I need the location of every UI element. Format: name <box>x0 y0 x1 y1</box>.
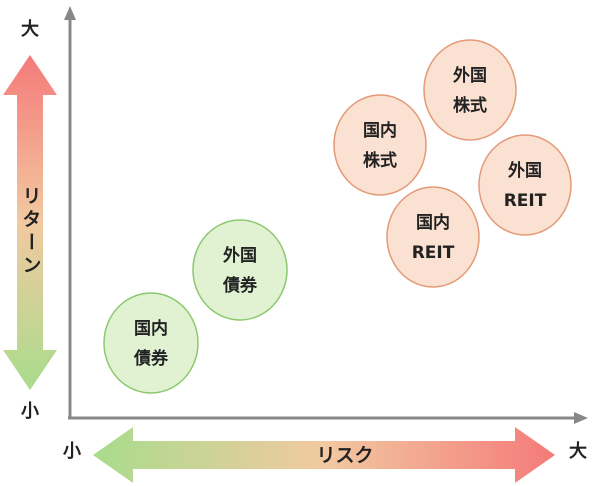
node-ellipse <box>423 39 517 141</box>
node-ellipse <box>103 292 199 394</box>
node-ellipse <box>386 186 480 288</box>
node-label: 国内 <box>363 120 397 141</box>
y-axis-arrowhead <box>64 6 76 20</box>
node-label: 外国 <box>508 160 542 181</box>
node-label: 外国 <box>223 245 257 266</box>
node-label: REIT <box>412 243 455 263</box>
x-axis-label: リスク <box>316 445 373 467</box>
node-ellipse <box>192 219 288 321</box>
return-arrow <box>3 55 57 390</box>
x-axis-arrowhead <box>574 412 588 424</box>
y-axis-label: リターン <box>20 186 42 278</box>
x-low-label: 小 <box>63 441 81 462</box>
node-label: 株式 <box>453 95 487 116</box>
node-label: 債券 <box>133 348 169 369</box>
y-low-label: 小 <box>21 401 39 422</box>
node-ellipse <box>333 94 427 196</box>
node-label: 国内 <box>134 318 168 339</box>
node-label: REIT <box>504 191 547 211</box>
risk-arrow <box>93 427 555 483</box>
node-label: 債券 <box>222 275 258 296</box>
x-high-label: 大 <box>569 440 587 462</box>
y-high-label: 大 <box>21 18 39 40</box>
node-label: 国内 <box>416 212 450 233</box>
node-label: 株式 <box>363 150 397 171</box>
node-ellipse <box>478 134 572 236</box>
node-label: 外国 <box>453 65 487 86</box>
